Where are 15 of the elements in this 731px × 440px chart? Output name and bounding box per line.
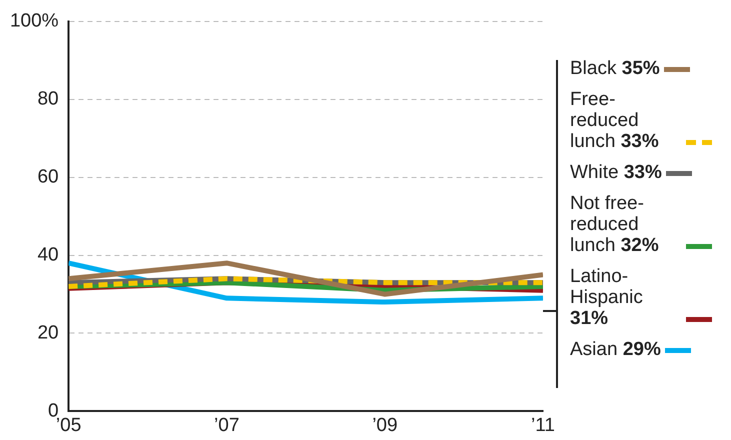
x-tick-label: ’11 [531,414,555,436]
text: Free-reduced lunch 33% [570,89,660,152]
x-tick-label: ’05 [56,414,82,436]
y-tick-label: 100% [10,10,59,32]
y-tick-label: 40 [37,244,59,266]
series-label: Latino-Hispanic 31% [570,266,644,329]
y-tick-label: 20 [37,322,59,344]
legend-label: White 33% [570,162,662,183]
text: Not free-reduced lunch 32% [570,193,660,256]
x-tick-label: ’09 [372,414,398,436]
y-tick-label: 80 [37,88,59,110]
legend-label: Black 35% [570,58,660,79]
y-tick-label: 60 [37,166,59,188]
legend-label: Asian 29% [570,339,661,360]
x-tick-label: ’07 [214,414,240,436]
